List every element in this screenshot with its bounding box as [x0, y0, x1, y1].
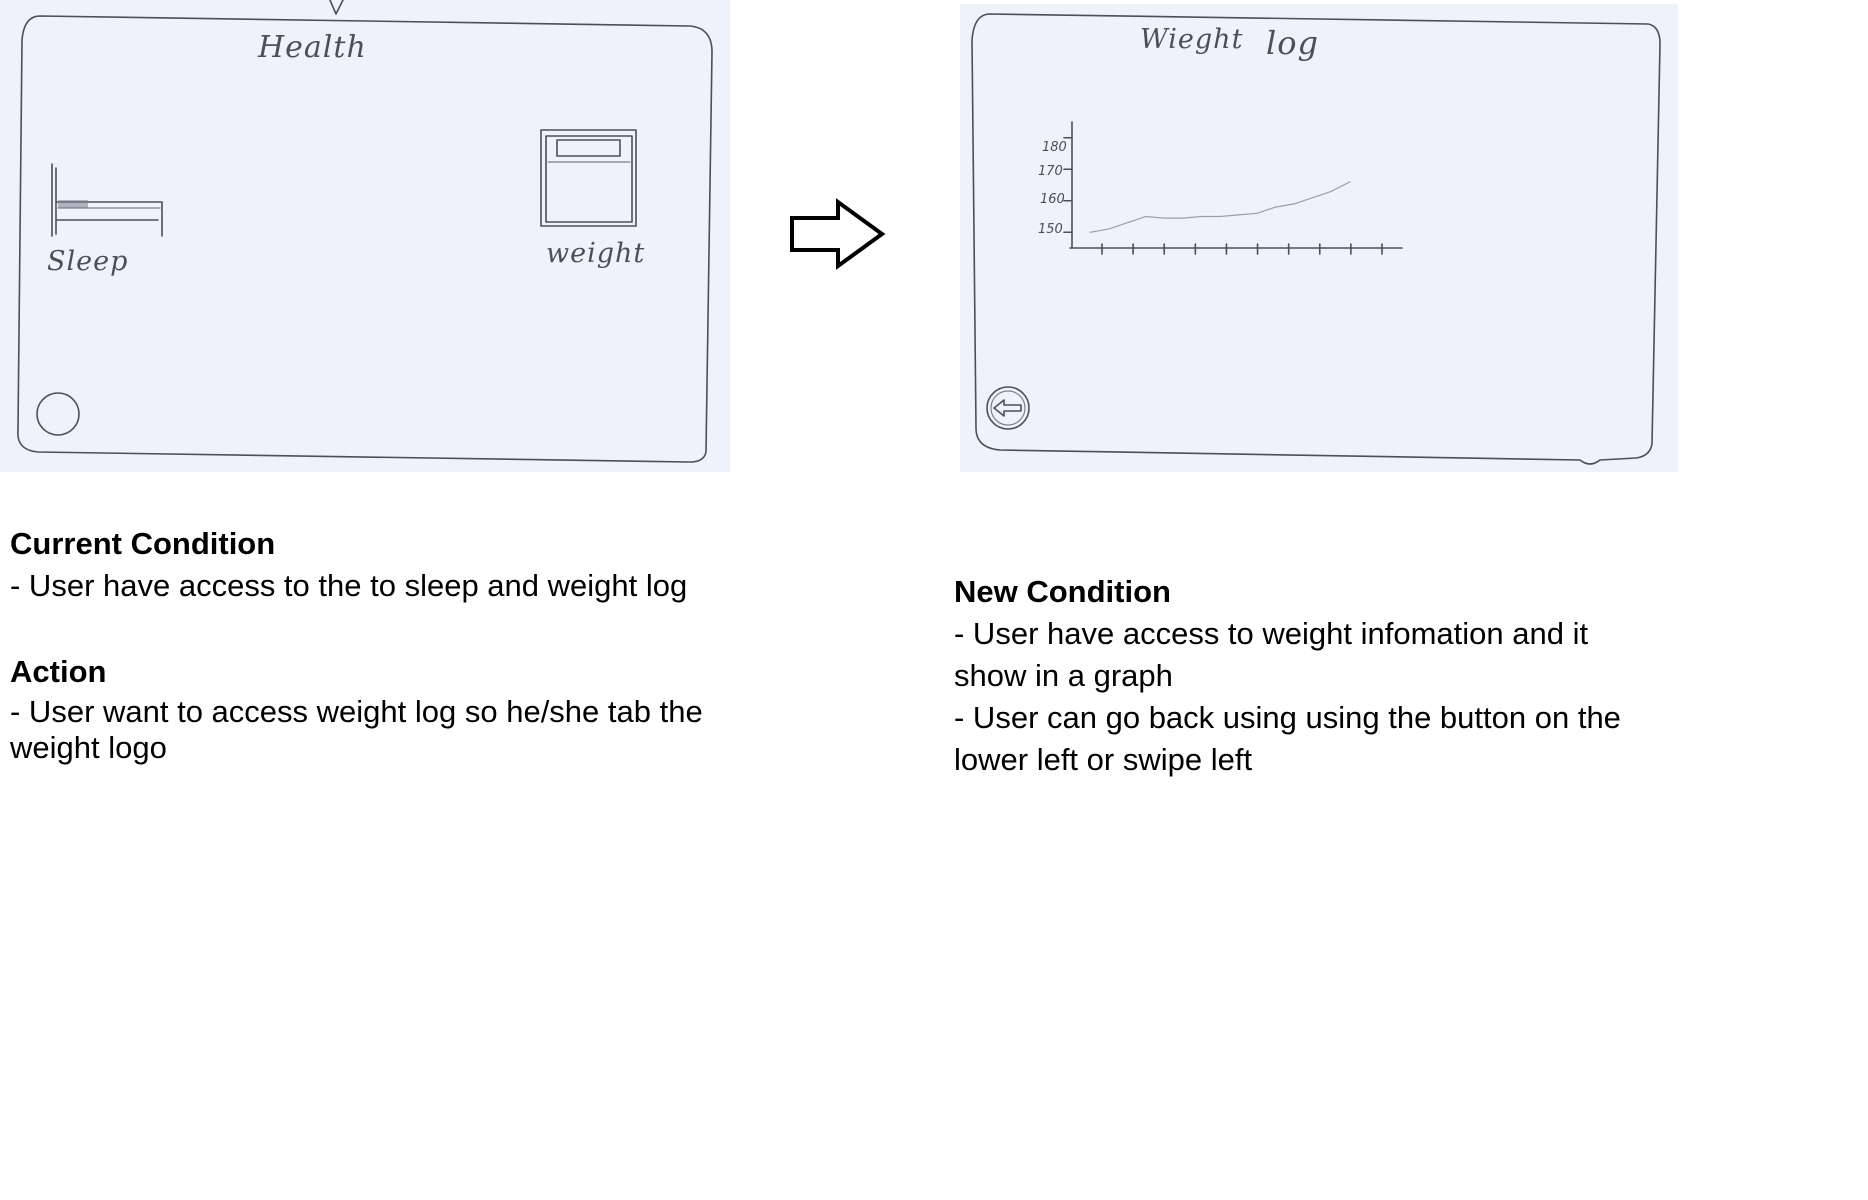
new-condition-text-line1: - User have access to weight infomation … — [954, 616, 1589, 651]
scale-icon — [540, 129, 637, 227]
home-button-icon — [36, 392, 80, 436]
device-outline — [17, 0, 713, 463]
weight-chart-svg — [1063, 121, 1403, 255]
weight-log-title-word2: log — [1266, 24, 1319, 62]
new-condition-text-line3: - User can go back using using the butto… — [954, 700, 1621, 735]
back-arrow-icon — [986, 386, 1030, 430]
action-text-line1: - User want to access weight log so he/s… — [10, 694, 703, 729]
new-condition-text-line4: lower left or swipe left — [954, 742, 1253, 777]
weight-tile[interactable] — [538, 126, 640, 230]
weight-series-line — [1089, 181, 1351, 233]
action-heading: Action — [10, 654, 107, 689]
weight-chart: 180 170 160 150 — [1020, 112, 1420, 262]
y-tick-label: 180 — [1042, 140, 1067, 155]
weight-label: weight — [546, 238, 646, 269]
y-tick-label: 160 — [1040, 192, 1065, 207]
y-tick-label: 150 — [1038, 222, 1063, 237]
screen-title: Health — [258, 30, 367, 65]
sketch-new-screen: Wieght log 180 170 160 150 — [960, 4, 1678, 472]
flow-arrow-icon — [790, 198, 886, 270]
home-button[interactable] — [34, 390, 82, 438]
new-condition-text-line2: show in a graph — [954, 658, 1173, 693]
current-condition-text: - User have access to the to sleep and w… — [10, 568, 688, 603]
new-condition-heading: New Condition — [954, 574, 1171, 609]
back-button[interactable] — [984, 384, 1032, 432]
action-text-line2: weight logo — [10, 730, 167, 765]
device-outline — [971, 13, 1661, 465]
current-condition-heading: Current Condition — [10, 526, 276, 561]
weight-log-title-word1: Wieght — [1140, 24, 1244, 55]
sleep-label: Sleep — [47, 246, 129, 277]
bed-icon — [51, 163, 163, 237]
sketch-current-screen: Health Sleep weight — [0, 0, 730, 472]
sleep-tile[interactable] — [48, 162, 168, 242]
y-tick-label: 170 — [1038, 164, 1063, 179]
